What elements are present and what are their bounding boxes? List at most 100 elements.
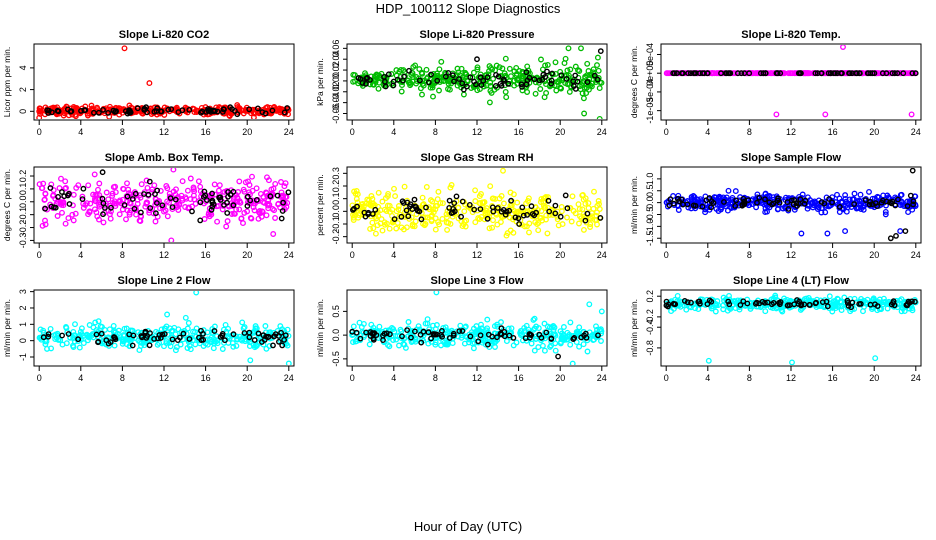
data-point [370,324,377,331]
data-point [567,319,574,326]
x-tick-label: 24 [597,127,607,137]
data-point [541,347,548,354]
reference-point [819,299,826,305]
figure-x-axis-label: Hour of Day (UTC) [414,519,522,534]
outlier-point [705,357,712,364]
y-axis-label: kPa per min. [315,58,325,106]
reference-point [774,70,781,77]
reference-point [463,83,470,90]
reference-point [280,199,286,206]
reference-point [141,191,147,197]
chart-panel-3: Slope Li-820 Temp. 0 4 8 12 16 20 24 -1e-03-5e-0… [629,29,922,137]
reference-point [197,217,204,224]
reference-point [146,178,153,185]
x-tick-label: 0 [350,127,355,137]
data-point [408,72,415,78]
x-tick-label: 8 [120,250,125,260]
data-point [564,214,570,221]
x-tick-label: 20 [242,373,252,383]
data-point [872,298,879,305]
data-point [116,211,123,218]
reference-point [359,80,366,86]
data-point [675,192,682,199]
data-point [445,86,451,92]
data-point [124,207,131,214]
reference-point [665,303,671,310]
reference-point [406,67,412,74]
reference-outlier-point [909,168,916,174]
y-axis-label: percent per min. [315,174,325,235]
reference-point [519,84,525,90]
data-point [241,188,248,195]
reference-point [161,331,168,337]
data-point [184,187,191,194]
reference-point [706,297,713,304]
data-point [470,345,477,352]
reference-point [100,107,107,113]
data-point [211,181,218,188]
data-point [484,210,491,217]
panel-title: Slope Amb. Box Temp. [105,152,224,164]
data-point [234,198,241,205]
reference-point [145,191,152,198]
data-point [490,75,497,82]
data-point [419,194,426,201]
data-point [82,201,89,208]
reference-point [281,109,288,116]
reference-point [153,200,160,206]
data-point [564,67,571,74]
reference-point [201,188,208,195]
reference-point [760,70,767,77]
reference-point [418,216,425,223]
data-point [436,66,443,73]
data-point [182,204,189,210]
reference-point [466,201,473,208]
reference-point [564,205,571,212]
reference-point [172,196,179,203]
reference-point [211,328,218,334]
data-point [494,330,501,337]
data-point [805,70,812,77]
panel-title: Slope Line 2 Flow [118,275,211,287]
data-point [276,105,283,112]
reference-point [42,205,48,212]
data-point [457,322,464,329]
reference-point [372,206,379,213]
y-tick-label: -0.2 [18,220,28,236]
data-point [809,204,816,211]
reference-point [912,70,919,77]
reference-point [156,332,163,338]
reference-point [522,335,529,341]
data-point [487,183,494,190]
x-tick-label: 4 [705,373,710,383]
chart-panel-8: Slope Line 3 Flow 0 4 8 12 16 20 24 -0.5 0.0 0.5 ml… [315,275,608,383]
y-tick-label: -0.2 [331,229,341,245]
y-tick-label: -0.3 [18,233,28,249]
reference-point [227,104,234,111]
data-point [538,196,545,202]
reference-point [246,106,253,113]
data-point [585,86,592,93]
reference-point [385,71,392,78]
y-tick-label: 0.0 [645,196,655,209]
x-tick-label: 0 [37,373,42,383]
x-tick-label: 16 [514,373,524,383]
reference-point [449,72,456,79]
reference-point [95,339,101,346]
y-tick-label: -1e-03 [645,98,655,124]
y-tick-label: -1.5 [645,230,655,246]
reference-point [548,80,555,87]
y-tick-label: -5e-04 [645,79,655,105]
data-point [559,333,566,340]
data-point [161,208,167,215]
data-point [505,325,512,332]
y-tick-label: 5e-04 [645,43,655,66]
data-point [486,99,493,106]
reference-point [484,215,491,222]
data-point [470,69,477,76]
reference-point [230,188,237,195]
data-point [466,336,473,343]
data-point [351,72,358,79]
data-point [90,334,97,341]
x-tick-label: 4 [391,250,396,260]
